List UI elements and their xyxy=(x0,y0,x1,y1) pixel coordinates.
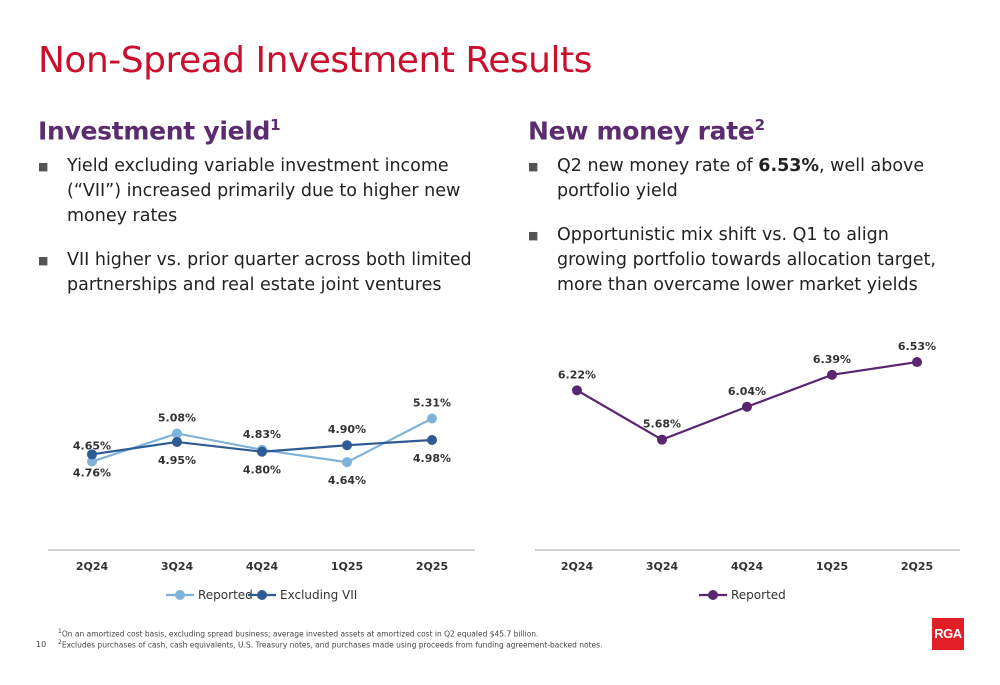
data-point xyxy=(342,457,352,468)
new-money-rate-chart: 2Q24 3Q24 4Q24 1Q25 2Q25 6.22% 5.68% 6.04% 6.39%… xyxy=(535,340,960,602)
data-label: 5.08% xyxy=(158,411,196,424)
legend-label: Excluding VII xyxy=(280,588,357,602)
data-point xyxy=(657,434,667,445)
data-point xyxy=(172,436,182,447)
data-point xyxy=(342,440,352,451)
legend-label: Reported xyxy=(731,588,786,602)
investment-yield-bullets: ■ Yield excluding variable investment inc… xyxy=(38,154,488,317)
legend-label: Reported xyxy=(198,588,253,602)
bullet-item: ■ Yield excluding variable investment inc… xyxy=(38,156,461,226)
data-point xyxy=(572,385,582,396)
footnote-2: 2Excludes purchases of cash, cash equiva… xyxy=(58,639,603,650)
data-label: 4.90% xyxy=(328,423,366,436)
data-point xyxy=(427,435,437,445)
bullet-square-icon: ■ xyxy=(38,254,49,267)
data-point xyxy=(172,428,182,439)
series-line xyxy=(576,360,918,441)
data-point xyxy=(87,456,97,467)
data-point xyxy=(912,357,922,368)
new-money-rate-bullets: ■ Q2 new money rate of 6.53%, well above … xyxy=(528,154,958,317)
data-point xyxy=(827,369,837,380)
x-tick-label: 3Q24 xyxy=(161,560,194,573)
data-label: 4.83% xyxy=(243,428,281,441)
legend-marker xyxy=(708,590,718,600)
x-tick-label: 4Q24 xyxy=(731,560,764,573)
data-point xyxy=(257,446,267,457)
bullet-item: ■ Opportunistic mix shift vs. Q1 to align… xyxy=(528,225,936,295)
x-tick-label: 3Q24 xyxy=(646,560,679,573)
new-money-rate-heading: New money rate2 xyxy=(528,116,765,146)
bullet-item: ■ VII higher vs. prior quarter across bot… xyxy=(38,250,472,295)
data-label: 5.31% xyxy=(413,396,451,409)
data-point xyxy=(87,449,97,460)
data-label: 5.68% xyxy=(643,418,681,431)
data-point xyxy=(427,413,437,424)
bullet-item: ■ Q2 new money rate of 6.53%, well above … xyxy=(528,156,925,201)
data-point xyxy=(742,401,752,412)
bullet-square-icon: ■ xyxy=(38,160,49,173)
x-tick-label: 1Q25 xyxy=(331,560,363,573)
bullet-square-icon: ■ xyxy=(528,229,539,242)
investment-yield-chart: 2Q24 3Q24 4Q24 1Q25 2Q25 4.65% 5.08% 4.83% 4.64%… xyxy=(48,396,475,602)
data-label: 6.39% xyxy=(813,353,851,366)
x-tick-label: 2Q25 xyxy=(416,560,448,573)
data-label: 6.04% xyxy=(728,385,766,398)
legend-marker xyxy=(175,590,185,600)
data-label: 4.65% xyxy=(73,440,111,453)
data-label: 4.64% xyxy=(328,474,366,487)
x-tick-label: 4Q24 xyxy=(246,560,279,573)
page-number: 10 xyxy=(36,640,47,649)
data-label: 6.22% xyxy=(558,368,596,381)
footnote-1: 1On an amortized cost basis, excluding s… xyxy=(58,628,539,639)
data-label: 4.95% xyxy=(158,454,196,467)
x-tick-label: 1Q25 xyxy=(816,560,848,573)
data-label: 4.98% xyxy=(413,452,451,465)
x-tick-label: 2Q25 xyxy=(901,560,933,573)
data-label: 6.53% xyxy=(898,340,936,353)
legend-marker xyxy=(257,590,267,600)
rga-logo: RGA xyxy=(932,618,964,650)
data-label: 4.80% xyxy=(243,464,281,477)
x-tick-label: 2Q24 xyxy=(561,560,594,573)
data-label: 4.76% xyxy=(73,466,111,479)
x-tick-label: 2Q24 xyxy=(76,560,109,573)
investment-yield-heading: Investment yield1 xyxy=(38,116,281,146)
page-title: Non-Spread Investment Results xyxy=(38,40,592,81)
bullet-square-icon: ■ xyxy=(528,160,539,173)
